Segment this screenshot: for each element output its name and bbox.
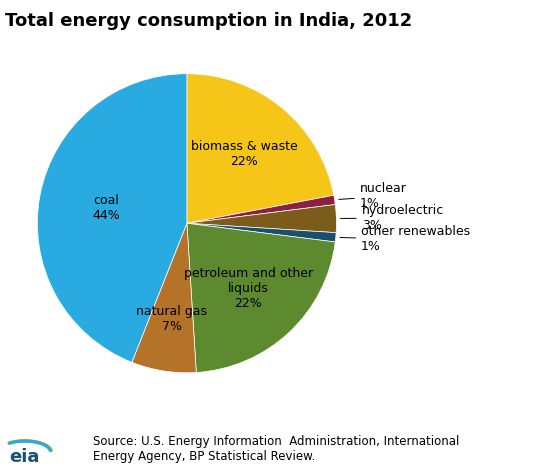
Text: other renewables
1%: other renewables 1% [340, 226, 470, 254]
Wedge shape [187, 74, 334, 223]
Wedge shape [187, 205, 336, 233]
Wedge shape [132, 223, 197, 373]
Text: Total energy consumption in India, 2012: Total energy consumption in India, 2012 [5, 12, 413, 30]
Text: biomass & waste
22%: biomass & waste 22% [191, 140, 297, 168]
Text: nuclear
1%: nuclear 1% [339, 182, 406, 210]
Text: coal
44%: coal 44% [92, 194, 120, 222]
Wedge shape [187, 223, 336, 242]
Text: hydroelectric
3%: hydroelectric 3% [341, 204, 444, 232]
Wedge shape [37, 74, 187, 362]
Wedge shape [187, 195, 335, 223]
Text: Source: U.S. Energy Information  Administration, International
Energy Agency, BP: Source: U.S. Energy Information Administ… [93, 435, 460, 463]
Text: natural gas
7%: natural gas 7% [136, 305, 207, 333]
Wedge shape [187, 223, 335, 372]
Text: eia: eia [10, 448, 40, 466]
Text: petroleum and other
liquids
22%: petroleum and other liquids 22% [184, 267, 313, 310]
